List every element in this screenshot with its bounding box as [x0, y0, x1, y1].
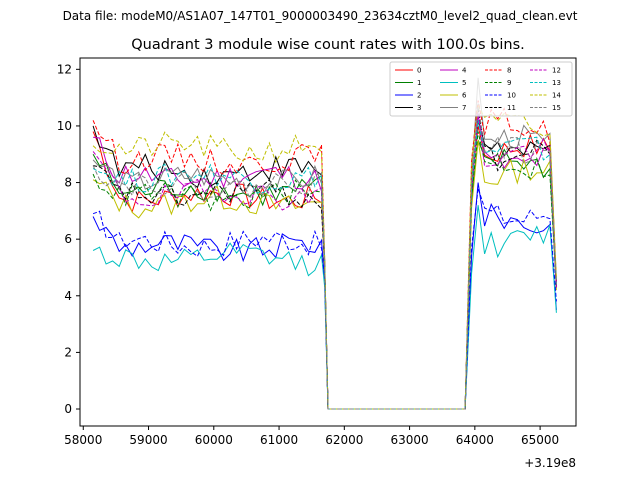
legend-label: 3	[417, 104, 421, 112]
y-tick-label: 8	[64, 176, 72, 190]
legend-label: 9	[507, 79, 511, 87]
legend-label: 4	[462, 67, 467, 75]
legend-label: 12	[552, 67, 561, 75]
legend-label: 2	[417, 92, 421, 100]
legend-label: 13	[552, 79, 561, 87]
legend-label: 14	[552, 92, 561, 100]
y-tick-label: 12	[57, 62, 72, 76]
y-tick-label: 10	[57, 119, 72, 133]
suptitle: Data file: modeM0/AS1A07_147T01_90000034…	[63, 9, 578, 23]
legend-label: 8	[507, 67, 511, 75]
legend-label: 7	[462, 104, 466, 112]
x-tick-label: 61000	[260, 433, 298, 447]
x-axis: 58000 59000 60000 61000 62000 63000 64000 65000	[64, 426, 559, 447]
legend-box	[389, 61, 573, 117]
x-tick-label: 62000	[325, 433, 363, 447]
x-tick-label: 60000	[195, 433, 233, 447]
legend-label: 6	[462, 92, 467, 100]
y-tick-label: 0	[64, 402, 72, 416]
x-tick-label: 65000	[521, 433, 559, 447]
axes-frame	[79, 57, 577, 427]
legend-label: 10	[507, 92, 516, 100]
y-tick-label: 6	[64, 232, 72, 246]
y-tick-label: 2	[64, 345, 72, 359]
legend-label: 11	[507, 104, 516, 112]
chart-title: Quadrant 3 module wise count rates with …	[131, 37, 525, 53]
legend-label: 5	[462, 79, 466, 87]
x-offset-label: +3.19e8	[524, 456, 576, 470]
x-tick-label: 64000	[456, 433, 494, 447]
legend-label: 0	[417, 67, 421, 75]
legend-label: 15	[552, 104, 561, 112]
y-axis: 0 2 4 6 8 10 12	[57, 62, 80, 416]
legend-label: 1	[417, 79, 421, 87]
x-tick-label: 59000	[129, 433, 167, 447]
y-tick-label: 4	[64, 289, 72, 303]
x-tick-label: 58000	[64, 433, 102, 447]
x-tick-label: 63000	[390, 433, 428, 447]
